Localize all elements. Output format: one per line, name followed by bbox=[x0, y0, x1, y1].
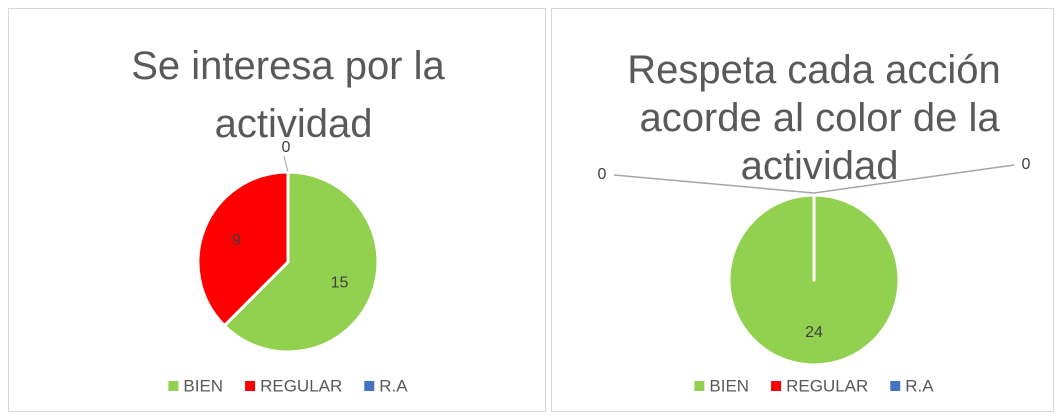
data-label: 9 bbox=[232, 232, 241, 249]
legend-label: R.A bbox=[379, 376, 408, 395]
data-label: 0 bbox=[282, 139, 291, 156]
legend-swatch bbox=[890, 381, 901, 391]
data-label: 15 bbox=[331, 275, 349, 292]
leader-line bbox=[613, 174, 815, 194]
legend-label: BIEN bbox=[183, 376, 223, 395]
legend-swatch bbox=[245, 381, 256, 391]
leader-line bbox=[283, 155, 289, 173]
legend-label: R.A bbox=[905, 376, 934, 395]
chart-title: Se interesa por la actividad bbox=[131, 44, 445, 146]
legend-label: REGULAR bbox=[260, 376, 342, 395]
data-label: 0 bbox=[598, 166, 607, 183]
pie-slice bbox=[196, 170, 290, 328]
leader-line bbox=[813, 164, 1015, 194]
legend: BIEN REGULAR R.A bbox=[168, 376, 408, 395]
legend-swatch bbox=[168, 381, 179, 391]
pie-slice bbox=[222, 170, 380, 354]
legend-label: BIEN bbox=[709, 376, 749, 395]
chart-title: Respeta cada acción acorde al color de l… bbox=[627, 48, 1001, 188]
legend-label: REGULAR bbox=[786, 376, 868, 395]
data-label: 0 bbox=[1022, 156, 1031, 173]
legend: BIEN REGULAR R.A bbox=[694, 376, 934, 395]
legend-swatch bbox=[364, 381, 375, 391]
legend-swatch bbox=[694, 381, 705, 391]
data-label: 24 bbox=[805, 324, 823, 341]
legend-swatch bbox=[771, 381, 782, 391]
